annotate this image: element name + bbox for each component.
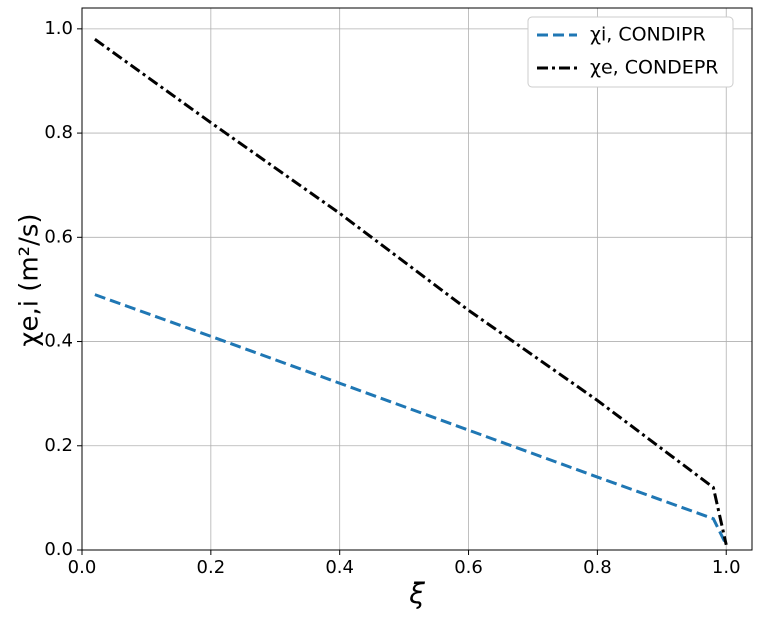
line-series [94, 293, 728, 546]
legend-label: χe, CONDEPR [590, 57, 718, 79]
x-tick-label: 1.0 [712, 557, 741, 578]
line-series [94, 38, 728, 546]
legend-box [527, 16, 734, 88]
y-tick-label: 0.4 [44, 331, 73, 352]
x-tick-label: 0.0 [68, 557, 97, 578]
y-tick-label: 0.8 [44, 122, 73, 143]
y-tick-label: 1.0 [44, 18, 73, 39]
x-tick-label: 0.4 [325, 557, 354, 578]
y-tick-label: 0.6 [44, 226, 73, 247]
y-tick-label: 0.0 [44, 539, 73, 560]
x-tick-label: 0.8 [583, 557, 612, 578]
x-axis-label: ξ [408, 577, 425, 610]
legend-label: χi, CONDIPR [590, 24, 706, 46]
y-tick-label: 0.2 [44, 435, 73, 456]
y-axis-label: χe,i (m²/s) [15, 213, 45, 346]
x-tick-label: 0.6 [454, 557, 483, 578]
x-tick-label: 0.2 [197, 557, 226, 578]
plot-frame [81, 7, 753, 551]
